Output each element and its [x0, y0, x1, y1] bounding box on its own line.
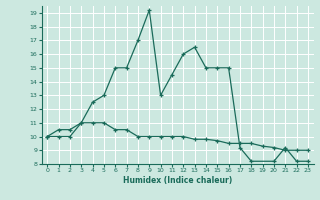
X-axis label: Humidex (Indice chaleur): Humidex (Indice chaleur) — [123, 176, 232, 185]
